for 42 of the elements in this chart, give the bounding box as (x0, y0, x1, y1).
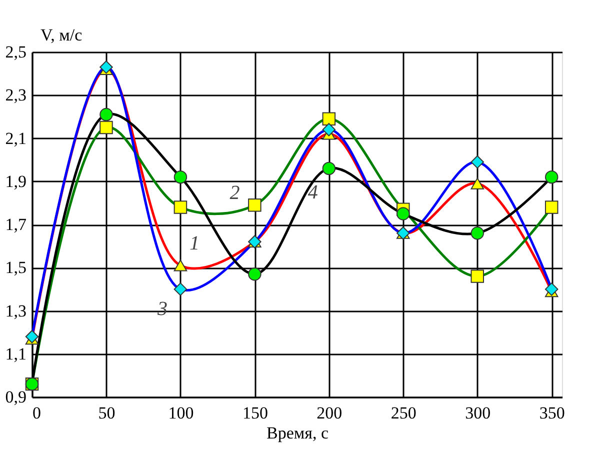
point (470, 155, 484, 169)
x-tick-label: 300 (465, 404, 491, 422)
point (100, 60, 113, 74)
point (322, 123, 336, 136)
y-tick-label: 1,5 (5, 258, 26, 278)
point (470, 178, 484, 190)
y-tick-label: 1,3 (5, 301, 26, 320)
point (544, 282, 558, 296)
x-tick-label: 350 (539, 404, 565, 422)
x-tick-label: 100 (168, 404, 194, 422)
point (470, 270, 484, 283)
y-axis-title: V, м/с (40, 26, 83, 44)
x-tick-label: 50 (98, 404, 116, 422)
x-axis-title: Время, с (266, 424, 329, 442)
point (322, 112, 336, 126)
point (322, 162, 336, 176)
point (174, 170, 188, 184)
x-tick-label: 250 (390, 404, 416, 422)
point (248, 267, 262, 281)
x-tick-label: 0 (32, 404, 41, 422)
point (100, 120, 113, 134)
y-tick-label: 2,5 (5, 42, 26, 62)
point (544, 200, 558, 214)
point (174, 260, 188, 272)
x-tick-label: 150 (242, 404, 268, 422)
y-tick-label: 1,1 (5, 344, 26, 364)
point (100, 108, 113, 122)
point (174, 200, 188, 214)
point (396, 207, 410, 220)
y-tick-label: 0,9 (5, 388, 26, 406)
y-tick-label: 1,7 (5, 215, 27, 234)
y-tick-label: 2,1 (5, 128, 26, 148)
point (544, 170, 558, 184)
series-label: 2 (230, 182, 240, 204)
point (174, 282, 188, 296)
series-label: 1 (189, 232, 200, 254)
y-tick-label: 2,3 (5, 86, 26, 105)
point (248, 198, 262, 212)
series-label: 4 (308, 181, 318, 204)
point (470, 226, 484, 240)
x-tick-label: 200 (316, 404, 342, 422)
y-tick-label: 1,9 (5, 172, 26, 191)
